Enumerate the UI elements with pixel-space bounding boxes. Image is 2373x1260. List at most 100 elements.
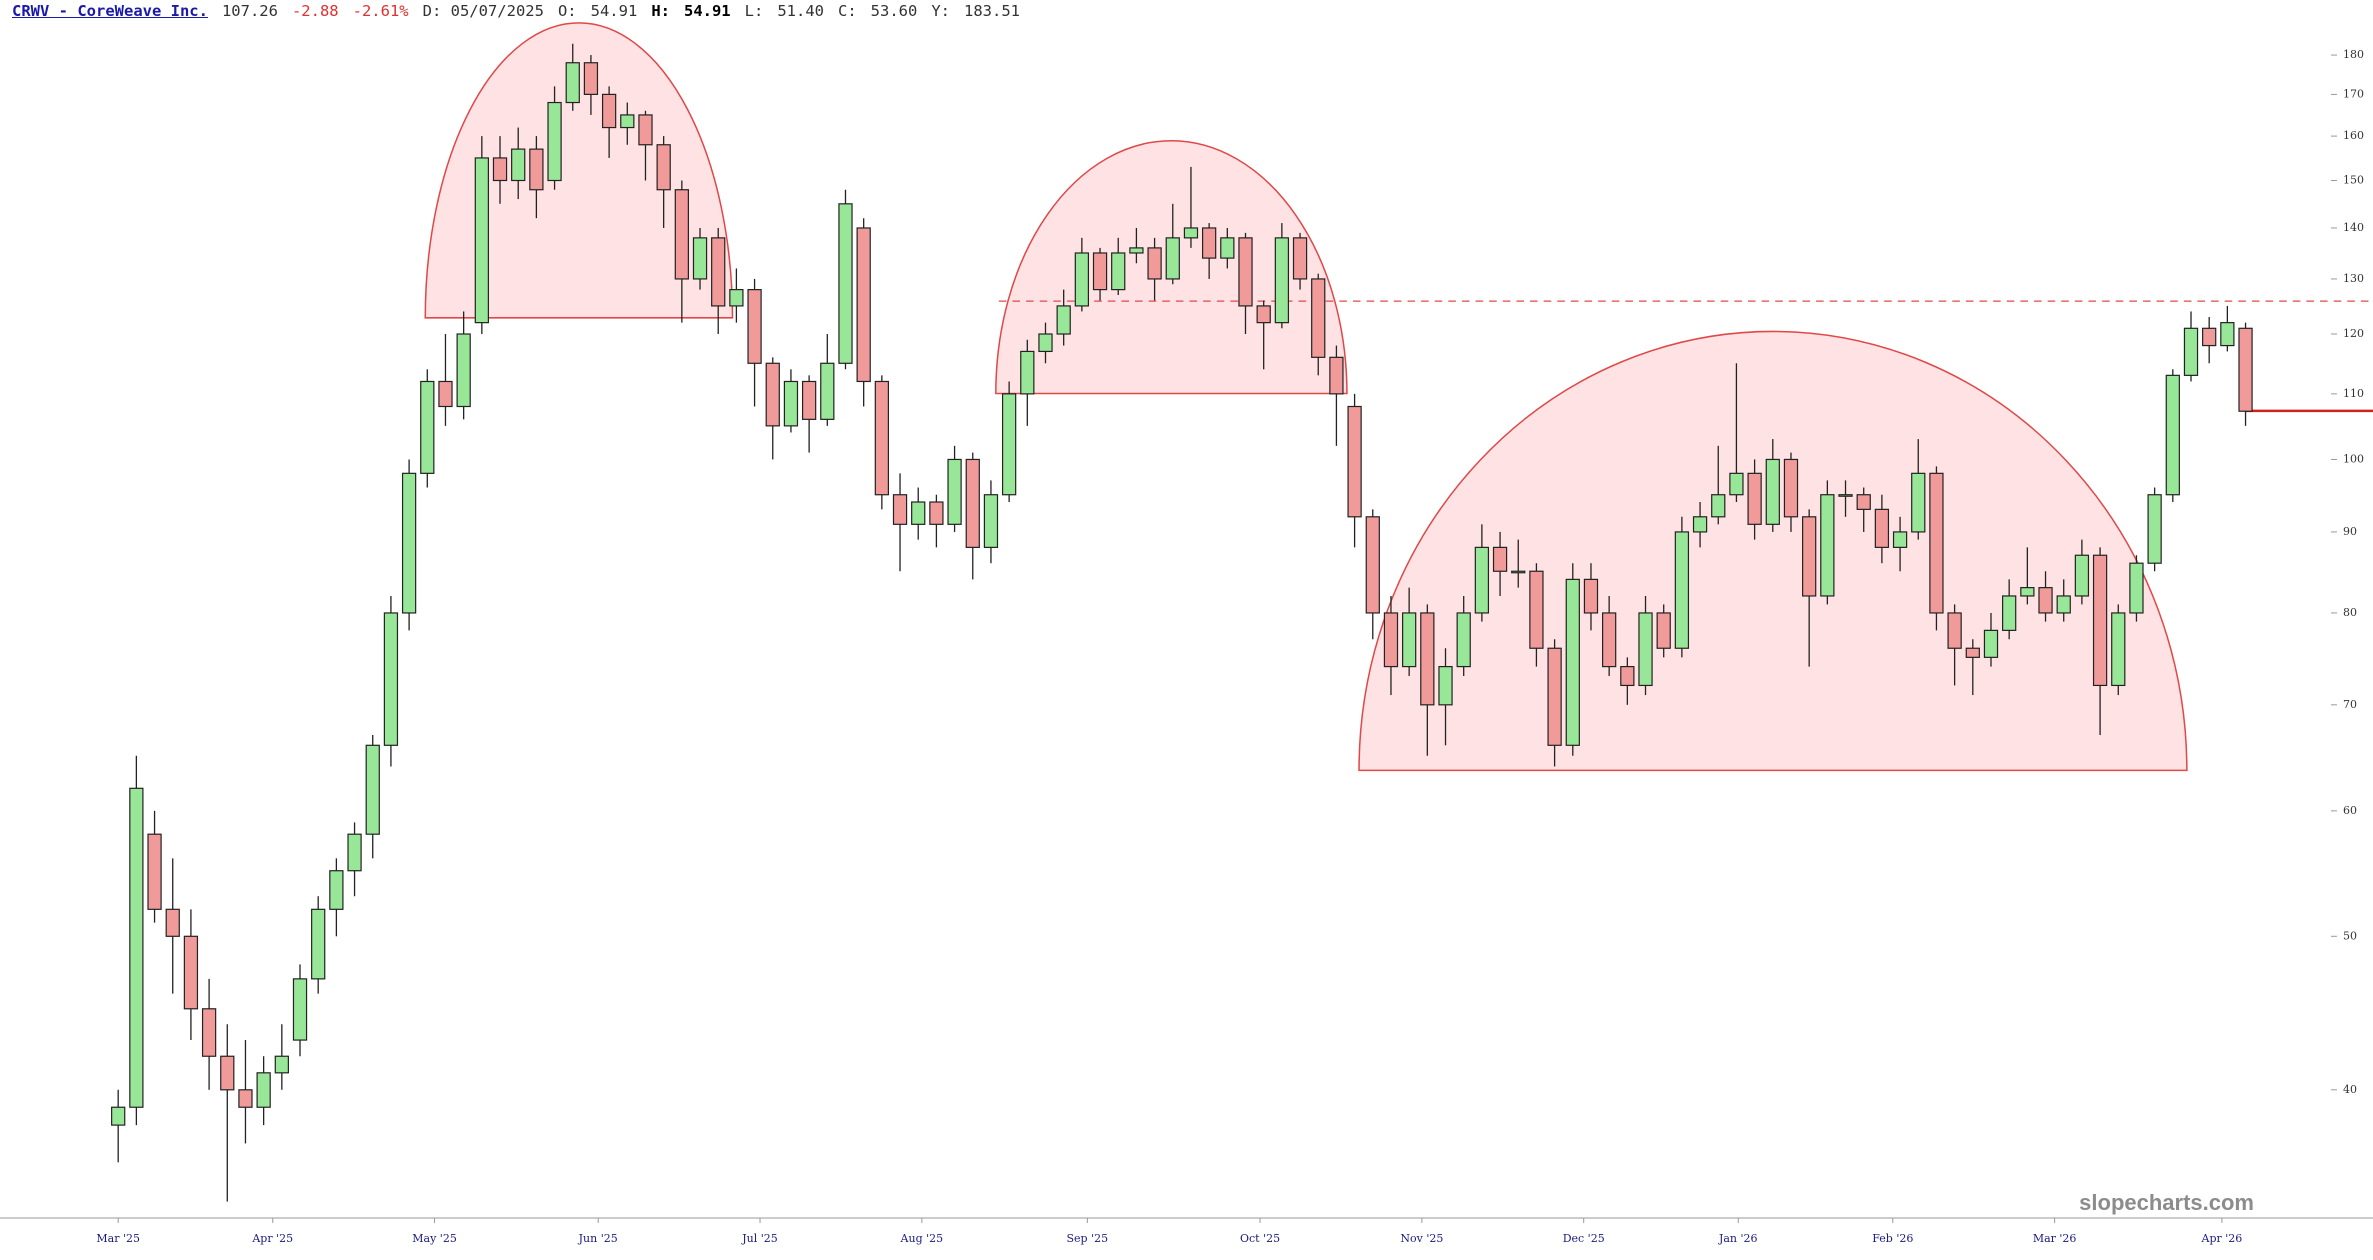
x-tick-label: Jul '25 [741,1232,778,1245]
candle-body [401,472,417,614]
change: -2.88 [291,2,339,20]
symbol-link[interactable]: CRWV - CoreWeave Inc. [12,2,208,20]
candle-body [1111,252,1126,291]
candle-body [1165,237,1180,280]
candle-body [838,203,853,364]
candle-body [565,62,580,104]
candle-body [1420,612,1435,706]
candle-body [1092,252,1108,291]
candle-body [1656,612,1671,649]
y-tick-label: 160 [2343,129,2364,142]
candle-body [583,62,599,95]
candle-body [1892,531,1908,548]
candle-body [892,494,908,525]
candle-body [1402,612,1417,668]
x-tick-label: Sep '25 [1067,1232,1109,1245]
candle-body [2202,327,2217,347]
candle-body [1074,252,1090,307]
candle-body [365,744,380,835]
change-pct: -2.61% [352,2,409,20]
y-tick-label: 150 [2343,173,2364,186]
candle-body [1220,237,1235,259]
candle-body [965,458,980,548]
candle-body [2111,612,2126,687]
candle-body [220,1055,235,1091]
y-tick-label: 140 [2343,221,2364,234]
candle-body [1438,665,1453,706]
x-tick-label: Mar '25 [96,1232,140,1245]
candle-body [256,1072,271,1108]
open-label: O: [557,2,577,20]
candle-body [1201,227,1217,259]
candle-body [1474,546,1490,614]
candle-body [1729,472,1744,496]
x-tick-label: Feb '26 [1872,1232,1913,1245]
candle-body [947,458,962,525]
candle-body [2238,327,2253,412]
candle-body [2074,554,2090,597]
x-tick-label: Aug '25 [900,1232,944,1245]
candle-body [1347,405,1362,518]
candle-body [1620,665,1635,687]
open: 54.91 [590,2,638,20]
y-tick-label: 40 [2343,1083,2357,1096]
candle-body [274,1055,289,1074]
candle-body [1038,333,1053,353]
candle-body [1583,578,1599,614]
candle-body [2056,595,2071,614]
candle-body [1965,647,1980,658]
candle-body [547,101,562,182]
candle-body [1692,516,1708,533]
candle-body [1638,612,1653,687]
candle-body [929,501,944,525]
x-tick-label: Jan '26 [1718,1232,1758,1245]
candle-body [1020,350,1035,395]
y-tick-label: 130 [2343,272,2364,285]
candle-body [1383,612,1399,668]
x-tick-label: Jun '25 [578,1232,618,1245]
x-tick-label: Apr '26 [2201,1232,2243,1245]
date: D: 05/07/2025 [422,2,544,20]
candle-body [2020,587,2035,597]
x-tick-label: Apr '25 [251,1232,293,1245]
candle-body [1783,458,1799,518]
candle-body [856,227,871,383]
y-tick-label: 100 [2343,452,2364,465]
candle-body [674,189,689,280]
candle-body [638,114,653,146]
candle-body [165,908,180,937]
candle-body [911,501,926,525]
close-label: C: [838,2,857,20]
candle-body [111,1106,126,1126]
candle-body [492,157,508,182]
y-tick-label: 50 [2343,929,2357,942]
y-tick-label: 180 [2343,48,2364,61]
candle-body [1820,494,1835,597]
candle-body [1292,237,1308,280]
candle-body [1238,237,1253,307]
candle-body [1929,472,1944,614]
candle-body [874,380,889,496]
candle-body [711,237,726,307]
candle-body [1911,472,1926,533]
low-label: L: [744,2,764,20]
candle-body [1529,570,1544,649]
y-label: Y: [931,2,951,20]
arc-pattern [424,22,734,319]
candle-body [1511,570,1526,574]
candle-body [2002,595,2017,631]
candle-body [2183,327,2199,376]
x-tick-label: Oct '25 [1240,1232,1280,1245]
high-label: H: [651,2,670,20]
candle-body [1311,278,1326,358]
watermark: slopecharts.com [2079,1190,2254,1215]
candle-body [729,289,744,307]
candle-body [347,833,362,872]
low: 51.40 [777,2,824,20]
high: 54.91 [683,2,731,20]
y-value: 183.51 [964,2,1021,20]
candle-body [1856,494,1871,510]
candle-body [1547,647,1562,746]
